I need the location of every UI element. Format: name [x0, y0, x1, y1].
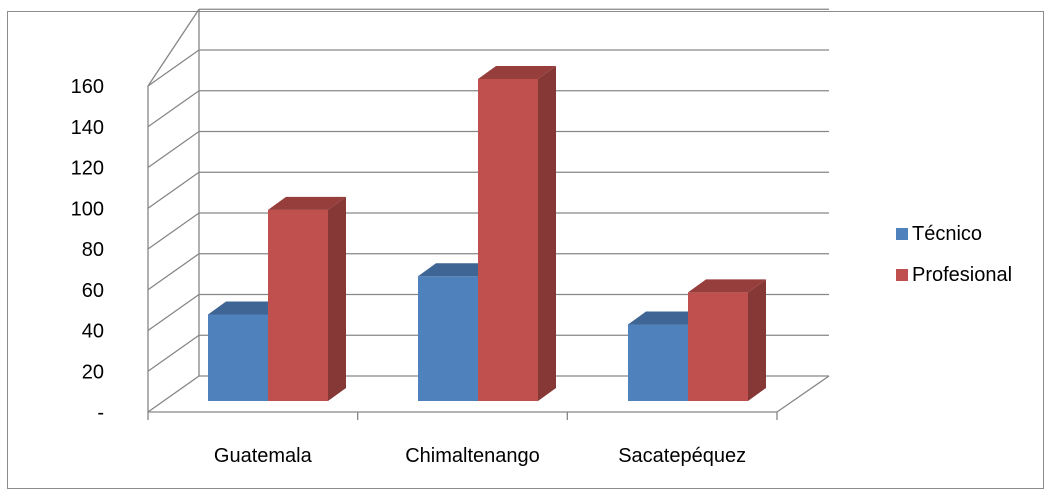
y-tick-label: 140 — [71, 117, 104, 139]
bar-top — [628, 311, 706, 325]
y-tick-label: 120 — [71, 158, 104, 180]
y-tick-label: 60 — [82, 280, 104, 302]
legend-item-tecnico: Técnico — [896, 222, 1012, 246]
side-gridline — [147, 293, 200, 332]
side-gridline — [147, 90, 200, 128]
bar-side — [748, 279, 766, 401]
bar — [268, 209, 328, 401]
bar — [418, 276, 478, 401]
x-tick-label: Chimaltenango — [405, 445, 540, 467]
side-gridline — [147, 171, 200, 209]
side-gridline — [147, 8, 200, 87]
bar-top — [688, 279, 766, 293]
floor-edge — [776, 375, 830, 413]
bar-top — [418, 263, 496, 277]
side-gridline — [147, 334, 200, 372]
y-tick-label: 20 — [82, 361, 104, 383]
bar-side — [538, 66, 556, 401]
bar-top — [478, 66, 556, 79]
y-tick-label: 160 — [71, 76, 104, 98]
bar-top — [268, 196, 346, 210]
legend-label-tecnico: Técnico — [912, 222, 983, 245]
legend-swatch-profesional — [896, 269, 908, 281]
bar-side — [328, 196, 346, 401]
legend-item-profesional: Profesional — [896, 263, 1012, 287]
bar — [628, 324, 688, 401]
bar — [688, 292, 748, 401]
bar — [478, 79, 538, 401]
y-tick-label: 80 — [82, 239, 104, 261]
side-gridline — [147, 375, 200, 413]
side-gridline — [147, 253, 200, 291]
bar-top — [208, 301, 286, 315]
side-gridline — [147, 49, 200, 87]
legend: Técnico Profesional — [896, 222, 1012, 304]
bar — [208, 314, 268, 401]
y-tick-label: 100 — [71, 198, 104, 220]
legend-label-profesional: Profesional — [912, 263, 1013, 286]
side-gridline — [147, 212, 200, 250]
y-tick-label: 40 — [82, 321, 104, 343]
x-tick-label: Sacatepéquez — [618, 445, 746, 467]
side-gridline — [147, 130, 200, 169]
legend-swatch-tecnico — [896, 228, 908, 240]
y-tick-label: - — [97, 402, 104, 424]
x-tick-label: Guatemala — [214, 445, 313, 467]
